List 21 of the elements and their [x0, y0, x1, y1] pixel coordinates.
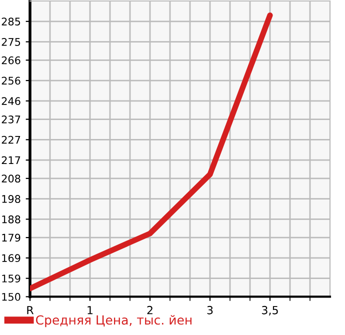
x-tick-label: 2: [147, 306, 152, 314]
y-tick-label: 188: [2, 215, 20, 224]
y-tick-label: 237: [2, 116, 20, 124]
x-tick-label: 3,5: [262, 306, 278, 316]
y-tick-label: 150: [2, 292, 20, 301]
y-tick-label: 159: [2, 274, 20, 282]
x-tick-label: 1: [88, 306, 93, 314]
y-tick-label: 266: [2, 56, 20, 64]
y-tick-label: 275: [2, 38, 20, 46]
y-tick-label: 169: [2, 254, 20, 262]
y-tick-label: 227: [2, 136, 20, 144]
y-tick-label: 256: [2, 76, 20, 85]
y-tick-label: 179: [2, 234, 20, 242]
y-tick-label: 285: [2, 18, 20, 26]
y-tick-label: 217: [2, 156, 20, 164]
x-tick-label: R: [27, 306, 34, 314]
legend-label: Средняя Цена, тыс. йен: [36, 315, 192, 328]
y-tick-label: 246: [2, 97, 20, 106]
x-tick-label: 3: [207, 306, 213, 314]
y-tick-label: 208: [2, 174, 20, 183]
y-tick-label: 198: [2, 195, 20, 203]
